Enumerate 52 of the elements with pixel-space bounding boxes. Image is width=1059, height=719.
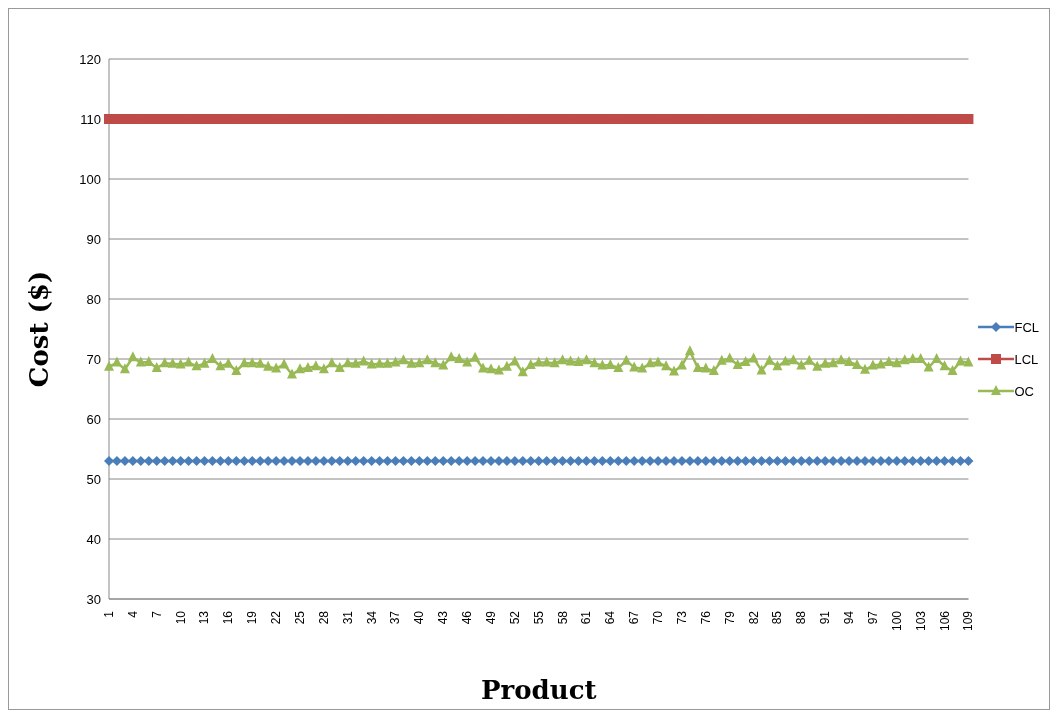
x-tick-label: 1 <box>102 610 116 618</box>
x-tick-label: 52 <box>507 610 522 625</box>
y-tick-label: 90 <box>86 231 101 247</box>
x-tick-label: 64 <box>603 610 618 625</box>
x-tick-label: 67 <box>627 610 642 625</box>
x-tick-label: 109 <box>961 610 976 632</box>
x-tick-label: 46 <box>460 610 475 625</box>
x-tick-label: 82 <box>746 610 761 625</box>
y-tick-label: 80 <box>86 291 101 307</box>
x-tick-label: 34 <box>364 610 379 625</box>
x-tick-label: 22 <box>269 610 284 625</box>
x-tick-label: 10 <box>173 610 188 625</box>
x-tick-label: 97 <box>865 610 880 625</box>
x-tick-label: 94 <box>842 610 857 625</box>
y-tick-label: 120 <box>79 51 101 67</box>
y-tick-label: 40 <box>86 531 101 547</box>
x-tick-label: 37 <box>388 610 403 625</box>
x-tick-label: 28 <box>316 610 331 625</box>
legend-label: LCL <box>1014 351 1039 367</box>
y-tick-label: 60 <box>86 411 101 427</box>
y-tick-label: 50 <box>86 471 101 487</box>
legend-label: OC <box>1014 383 1034 399</box>
y-axis-title: Cost ($) <box>24 270 55 388</box>
x-tick-label: 40 <box>412 610 427 625</box>
y-tick-label: 100 <box>79 171 101 187</box>
x-tick-label: 91 <box>818 610 833 625</box>
y-tick-label: 110 <box>80 111 101 127</box>
x-tick-label: 4 <box>125 610 140 618</box>
x-tick-label: 85 <box>770 610 785 625</box>
x-tick-label: 100 <box>889 610 904 632</box>
x-tick-label: 103 <box>913 610 928 632</box>
x-tick-label: 43 <box>436 610 451 625</box>
x-tick-label: 61 <box>579 610 594 625</box>
x-tick-label: 55 <box>531 610 546 625</box>
x-tick-label: 7 <box>149 610 164 618</box>
x-tick-label: 106 <box>937 610 952 632</box>
x-tick-label: 19 <box>245 610 260 625</box>
x-tick-label: 13 <box>197 610 212 625</box>
x-tick-label: 70 <box>651 610 666 625</box>
x-axis-title: Product <box>480 675 597 705</box>
x-tick-label: 49 <box>483 610 498 625</box>
y-tick-label: 70 <box>86 351 101 367</box>
x-tick-label: 31 <box>340 610 355 625</box>
x-tick-label: 88 <box>794 610 809 625</box>
x-tick-label: 73 <box>674 610 689 625</box>
legend-label: FCL <box>1014 319 1039 335</box>
x-tick-label: 58 <box>555 610 570 625</box>
x-tick-label: 79 <box>722 610 737 625</box>
y-tick-label: 30 <box>86 591 101 607</box>
x-tick-label: 16 <box>221 610 236 625</box>
x-tick-label: 76 <box>698 610 713 625</box>
x-tick-label: 25 <box>292 610 307 625</box>
